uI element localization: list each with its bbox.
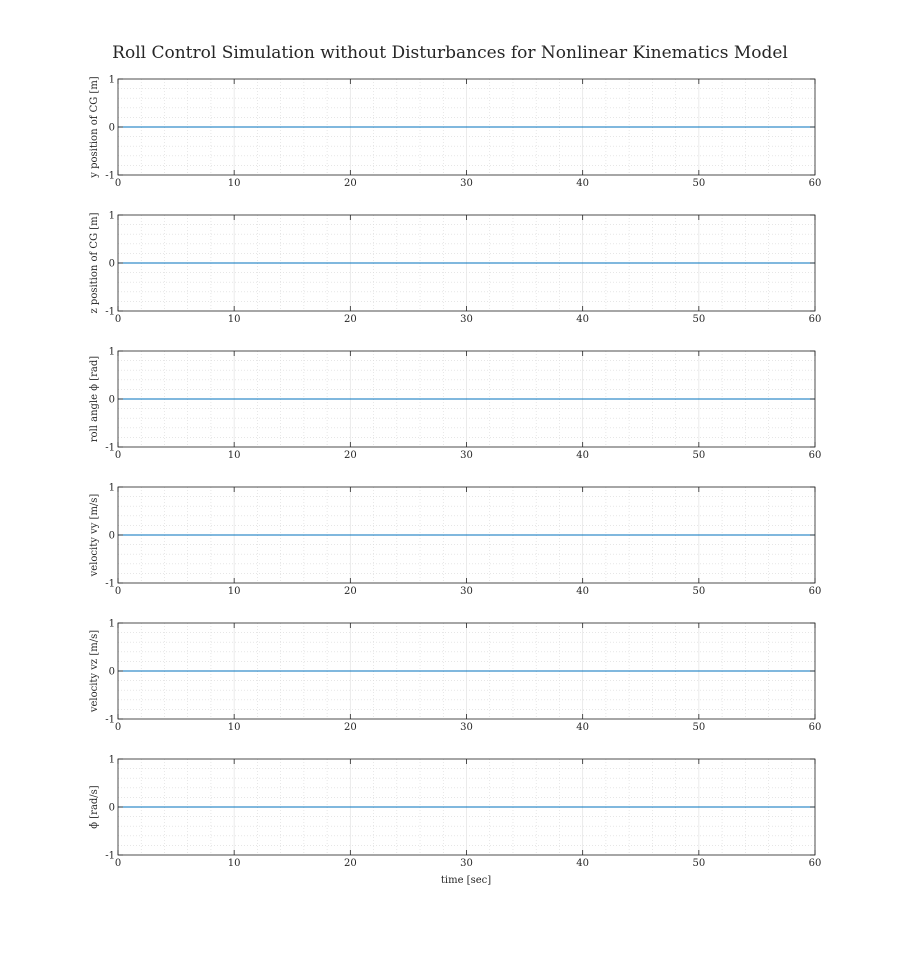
- x-tick-label: 40: [576, 314, 589, 325]
- x-tick-label: 40: [576, 722, 589, 733]
- y-axis-label: velocity vy [m/s]: [89, 494, 100, 578]
- x-tick-label: 30: [460, 178, 473, 189]
- x-tick-label: 60: [809, 586, 822, 597]
- y-tick-label: 1: [109, 211, 115, 222]
- y-tick-label: -1: [105, 715, 115, 726]
- y-tick-label: 0: [109, 123, 115, 134]
- y-tick-label: 1: [109, 619, 115, 630]
- x-tick-label: 50: [692, 178, 705, 189]
- x-tick-label: 60: [809, 450, 822, 461]
- x-tick-label: 0: [115, 722, 121, 733]
- x-tick-label: 30: [460, 314, 473, 325]
- y-axis-label: y position of CG [m]: [89, 76, 100, 179]
- x-tick-label: 50: [692, 586, 705, 597]
- y-axis-label: ϕ̇ [rad/s]: [89, 785, 100, 829]
- y-tick-label: -1: [105, 307, 115, 318]
- x-tick-label: 60: [809, 858, 822, 869]
- x-tick-label: 10: [228, 858, 241, 869]
- x-tick-label: 20: [344, 586, 357, 597]
- x-tick-label: 0: [115, 450, 121, 461]
- x-tick-label: 10: [228, 586, 241, 597]
- figure-title: Roll Control Simulation without Disturba…: [112, 43, 788, 63]
- x-tick-label: 40: [576, 178, 589, 189]
- x-tick-label: 0: [115, 586, 121, 597]
- x-tick-label: 50: [692, 722, 705, 733]
- y-tick-label: 0: [109, 531, 115, 542]
- x-tick-label: 50: [692, 314, 705, 325]
- x-tick-label: 10: [228, 314, 241, 325]
- y-tick-label: 1: [109, 755, 115, 766]
- x-tick-label: 0: [115, 178, 121, 189]
- x-tick-label: 20: [344, 450, 357, 461]
- x-tick-label: 30: [460, 858, 473, 869]
- x-tick-label: 30: [460, 586, 473, 597]
- y-tick-label: 0: [109, 259, 115, 270]
- y-tick-label: 1: [109, 347, 115, 358]
- x-tick-label: 10: [228, 722, 241, 733]
- y-tick-label: 0: [109, 395, 115, 406]
- x-tick-label: 50: [692, 450, 705, 461]
- x-tick-label: 20: [344, 314, 357, 325]
- x-tick-label: 60: [809, 178, 822, 189]
- y-tick-label: 1: [109, 75, 115, 86]
- x-tick-label: 0: [115, 314, 121, 325]
- y-axis-label: z position of CG [m]: [89, 212, 100, 313]
- x-tick-label: 0: [115, 858, 121, 869]
- x-tick-label: 40: [576, 586, 589, 597]
- y-axis-label: velocity vz [m/s]: [89, 630, 100, 713]
- x-axis-label: time [sec]: [441, 875, 491, 886]
- x-tick-label: 30: [460, 722, 473, 733]
- y-axis-label: roll angle ϕ [rad]: [89, 356, 100, 443]
- y-tick-label: -1: [105, 443, 115, 454]
- y-tick-label: -1: [105, 171, 115, 182]
- x-tick-label: 40: [576, 858, 589, 869]
- y-tick-label: 0: [109, 803, 115, 814]
- x-tick-label: 20: [344, 178, 357, 189]
- y-tick-label: 0: [109, 667, 115, 678]
- x-tick-label: 60: [809, 314, 822, 325]
- y-tick-label: -1: [105, 851, 115, 862]
- x-tick-label: 40: [576, 450, 589, 461]
- x-tick-label: 10: [228, 178, 241, 189]
- x-tick-label: 30: [460, 450, 473, 461]
- x-tick-label: 60: [809, 722, 822, 733]
- x-tick-label: 50: [692, 858, 705, 869]
- x-tick-label: 20: [344, 858, 357, 869]
- y-tick-label: 1: [109, 483, 115, 494]
- x-tick-label: 20: [344, 722, 357, 733]
- y-tick-label: -1: [105, 579, 115, 590]
- x-tick-label: 10: [228, 450, 241, 461]
